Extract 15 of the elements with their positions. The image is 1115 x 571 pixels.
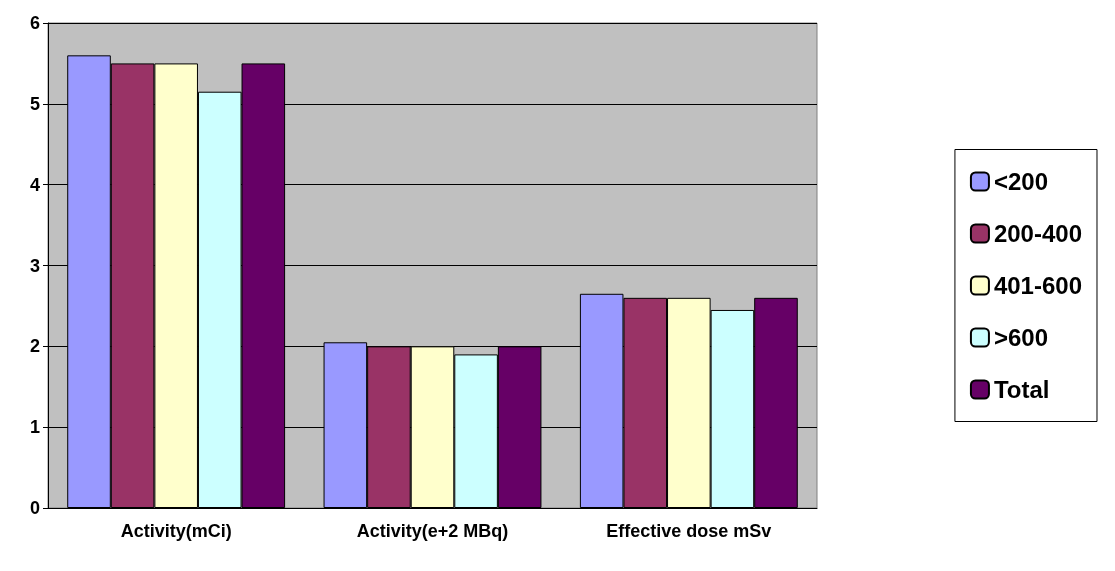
legend-label: 401-600 bbox=[993, 272, 1082, 299]
y-tick-label: 3 bbox=[29, 255, 40, 276]
legend-label: >600 bbox=[993, 324, 1048, 351]
legend-label: Total bbox=[993, 376, 1050, 403]
y-tick-label: 2 bbox=[29, 336, 40, 357]
y-tick-label: 5 bbox=[29, 93, 40, 114]
y-tick-label: 4 bbox=[29, 174, 40, 195]
legend-label: <200 bbox=[993, 168, 1048, 195]
x-tick-label: Effective dose mSv bbox=[606, 521, 772, 541]
x-tick-label: Activity(e+2 MBq) bbox=[356, 521, 509, 541]
x-tick-label: Activity(mCi) bbox=[120, 521, 232, 541]
y-tick-label: 0 bbox=[29, 498, 40, 518]
legend-label: 200-400 bbox=[993, 220, 1082, 247]
y-tick-label: 1 bbox=[29, 417, 40, 438]
y-tick-label: 6 bbox=[29, 13, 40, 33]
